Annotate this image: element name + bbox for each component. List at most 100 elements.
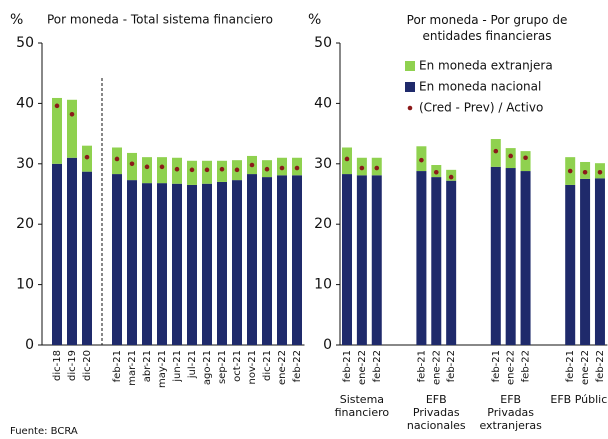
y-axis-label: % [308, 12, 321, 28]
y-tick-label: 10 [314, 277, 332, 293]
y-tick-label: 20 [16, 216, 34, 232]
bar-segment [187, 184, 197, 345]
dot [419, 157, 424, 163]
group-label: EFB Públicas [550, 393, 608, 406]
x-tick-label: oct-21 [232, 350, 243, 382]
dot [159, 164, 165, 170]
x-tick-label: ago-21 [202, 350, 213, 385]
bar-segment [142, 183, 152, 345]
bar-segment [157, 183, 167, 345]
group-label: Sistema financiero [334, 393, 390, 419]
dot [567, 168, 573, 174]
dot [344, 156, 350, 162]
legend-marker [405, 61, 415, 71]
dot [374, 165, 380, 171]
x-tick-label: dic-18 [52, 350, 63, 381]
legend-label: (Cred - Prev) / Activo [419, 101, 543, 115]
bar-segment [356, 175, 367, 345]
x-tick-label: feb-21 [112, 350, 123, 382]
legend-marker [407, 105, 413, 111]
y-tick-label: 0 [323, 337, 332, 353]
y-axis-label: % [10, 12, 23, 28]
chart-title: Por moneda - Total sistema financiero [47, 13, 273, 27]
x-tick-label: feb-22 [446, 350, 457, 382]
x-tick-label: feb-22 [521, 350, 532, 382]
y-tick-label: 30 [16, 156, 34, 172]
group-label: EFB Privadas extranjeras [479, 393, 542, 432]
x-tick-label: jul-21 [187, 350, 198, 379]
bar-segment [217, 181, 227, 345]
bar-segment [446, 180, 457, 345]
x-tick-label: sep-21 [217, 350, 228, 384]
x-tick-label: dic-21 [262, 350, 273, 381]
dot [264, 166, 270, 172]
y-tick-label: 40 [16, 95, 34, 111]
x-tick-label: dic-19 [67, 350, 78, 381]
bar-segment [490, 166, 501, 345]
bar-segment [202, 183, 212, 345]
dot [508, 153, 513, 159]
x-tick-label: mar-21 [127, 350, 138, 386]
bar-segment [142, 157, 152, 184]
x-tick-label: feb-21 [565, 350, 576, 382]
dot [129, 161, 135, 167]
y-tick-label: 50 [16, 35, 34, 51]
y-tick-label: 10 [16, 277, 34, 293]
bar-segment [82, 171, 92, 345]
bar-segment [67, 157, 77, 345]
dot [234, 167, 240, 173]
bar-segment [52, 163, 62, 345]
dot [279, 165, 285, 171]
bar-segment [371, 175, 382, 345]
x-tick-label: feb-21 [416, 350, 427, 382]
group-label: EFB Privadas nacionales [406, 393, 466, 432]
x-tick-label: jun-21 [172, 350, 183, 383]
bar-segment [247, 174, 257, 345]
bar-segment [565, 184, 576, 345]
dot [144, 164, 150, 170]
dot [433, 169, 439, 175]
y-tick-label: 40 [314, 95, 332, 111]
bar-segment [52, 97, 62, 164]
bar-segment [127, 152, 137, 181]
dot [54, 103, 60, 109]
bar-segment [67, 99, 77, 158]
bar-segment [277, 175, 287, 345]
bar-segment [520, 171, 531, 345]
bar-segment [520, 151, 531, 172]
dot [204, 167, 210, 173]
bar-segment [416, 171, 427, 345]
x-tick-label: dic-20 [82, 350, 93, 381]
bar-segment [232, 180, 242, 345]
x-tick-label: ene-22 [580, 350, 591, 385]
y-tick-label: 30 [314, 156, 332, 172]
x-tick-label: ene-22 [357, 350, 368, 385]
dot [582, 169, 588, 175]
legend-label: En moneda extranjera [419, 59, 553, 73]
bar-segment [594, 178, 605, 345]
bar-segment [127, 180, 137, 345]
x-tick-label: feb-22 [372, 350, 383, 382]
x-tick-label: feb-22 [595, 350, 606, 382]
x-tick-label: may-21 [157, 350, 168, 388]
bar-segment [157, 157, 167, 184]
dot [174, 166, 180, 172]
dot [523, 155, 528, 161]
dot [69, 111, 75, 117]
bar-segment [292, 175, 302, 345]
dot [114, 156, 120, 162]
y-tick-label: 20 [314, 216, 332, 232]
bar-segment [187, 160, 197, 185]
dot [219, 166, 225, 172]
y-tick-label: 0 [25, 337, 34, 353]
x-tick-label: nov-21 [247, 350, 258, 384]
x-tick-label: ene-22 [277, 350, 288, 385]
chart-title: Por moneda - Por grupo de entidades fina… [406, 13, 568, 43]
x-tick-label: ene-22 [431, 350, 442, 385]
bar-segment [112, 174, 122, 345]
dot [249, 162, 255, 168]
dot [597, 169, 603, 175]
source: Fuente: BCRA [10, 426, 78, 437]
